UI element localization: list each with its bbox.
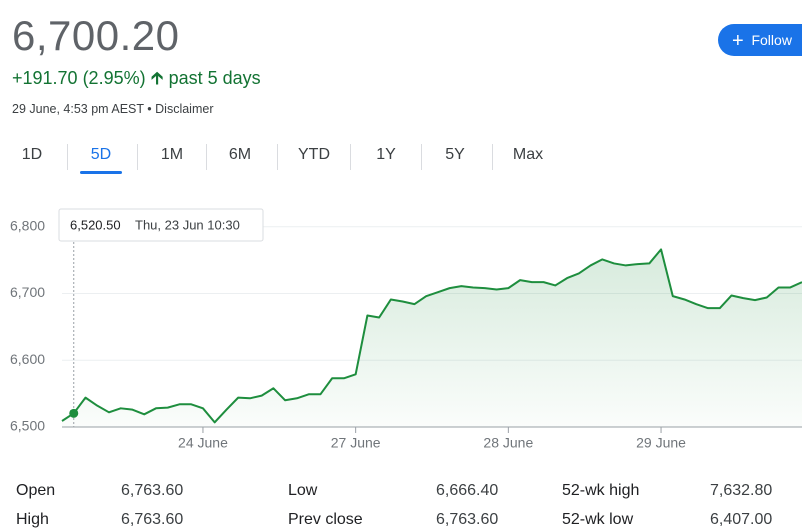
tab-separator xyxy=(420,144,422,170)
y-tick-label: 6,700 xyxy=(10,284,45,300)
disclaimer[interactable]: Disclaimer xyxy=(155,102,214,116)
y-tick-label: 6,800 xyxy=(10,217,45,233)
stat-label: Low xyxy=(288,482,318,499)
x-tick-label: 29 June xyxy=(636,435,686,451)
chart: 6,500 6,600 6,700 6,800 24 June 27 June 28 Jun… xyxy=(10,208,802,451)
stat-label: Prev close xyxy=(288,511,363,528)
range-tab[interactable]: 5Y xyxy=(445,146,465,163)
stat-value: 6,666.40 xyxy=(436,482,499,499)
range-tab[interactable]: YTD xyxy=(298,146,330,163)
stat-label: 52-wk high xyxy=(562,482,640,499)
range-tab[interactable]: Max xyxy=(512,146,544,163)
stat-value: 6,763.60 xyxy=(436,511,499,528)
hover-point xyxy=(69,408,79,418)
range-tab[interactable]: 5D xyxy=(90,146,112,163)
timestamp: 29 June, 4:53 pm AEST xyxy=(12,102,144,116)
tooltip-value: 6,520.50 xyxy=(70,217,121,232)
change-value: +191.70 (2.95%) xyxy=(12,68,146,88)
follow-button[interactable]: + Follow xyxy=(718,24,802,56)
y-tick-label: 6,500 xyxy=(10,418,45,434)
tooltip-box xyxy=(58,208,264,242)
timestamp-line: 29 June, 4:53 pm AEST • Disclaimer xyxy=(12,102,214,116)
follow-label: Follow xyxy=(751,32,792,48)
range-tab[interactable]: 1M xyxy=(160,146,184,163)
range-tabs: 1D 5D 1M 6M YTD 1Y 5Y Max xyxy=(0,140,802,176)
stat-label: High xyxy=(16,511,49,528)
price: 6,700.20 xyxy=(12,12,180,59)
active-underline xyxy=(80,171,122,174)
tab-separator xyxy=(66,144,68,170)
stat-value: 6,763.60 xyxy=(121,511,184,528)
change-period: past 5 days xyxy=(168,68,261,88)
range-tab[interactable]: 6M xyxy=(228,146,252,163)
stat-label: 52-wk low xyxy=(562,511,634,528)
range-tab[interactable]: 1D xyxy=(21,146,43,163)
tab-separator xyxy=(277,144,278,170)
tab-separator xyxy=(136,144,138,170)
price-line xyxy=(61,248,802,424)
stat-label: Open xyxy=(16,482,56,499)
y-tick-label: 6,600 xyxy=(10,351,45,367)
stat-value: 6,763.60 xyxy=(121,482,184,499)
x-tick-label: 27 June xyxy=(331,435,381,451)
stat-value: 6,407.00 xyxy=(710,511,773,528)
range-tab[interactable]: 1Y xyxy=(376,146,396,163)
tab-separator xyxy=(350,144,351,170)
tab-separator xyxy=(206,144,207,170)
up-arrow: 🡱 xyxy=(150,68,164,88)
x-tick-label: 28 June xyxy=(483,435,533,451)
price-area xyxy=(62,249,802,427)
x-tick-label: 24 June xyxy=(178,435,228,451)
price-change: +191.70 (2.95%) 🡱 past 5 days xyxy=(12,66,261,96)
tab-separator xyxy=(491,144,493,170)
stat-value: 7,632.80 xyxy=(710,482,773,499)
tooltip-time: Thu, 23 Jun 10:30 xyxy=(135,217,240,232)
